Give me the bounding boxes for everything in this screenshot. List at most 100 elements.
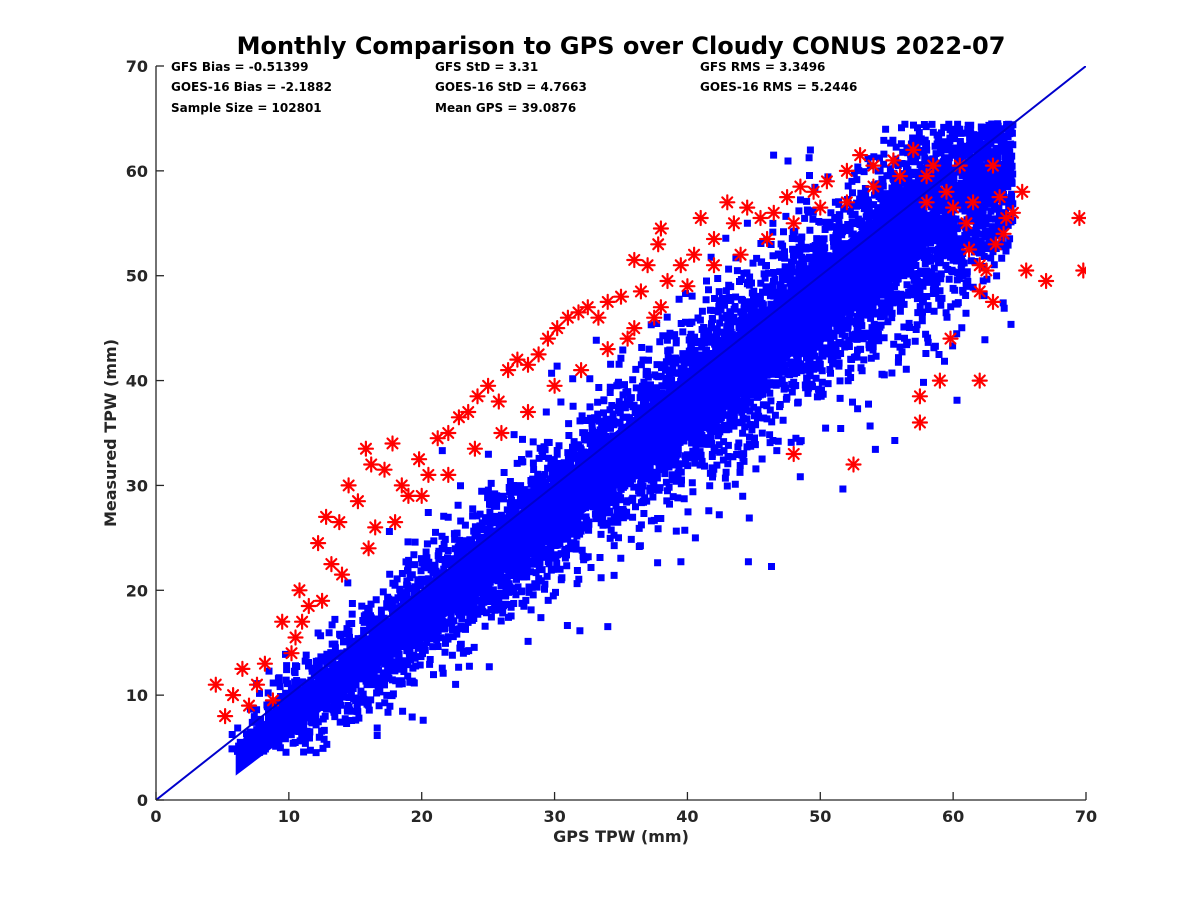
gfs-point: [652, 220, 670, 237]
gfs-point: [291, 582, 308, 599]
gfs-point: [905, 141, 922, 158]
goes16-scatter-core: [235, 174, 927, 776]
statistics-panel: GFS Bias = -0.51399 GFS StD = 3.31 GFS RMS…: [171, 60, 857, 115]
gfs-point: [310, 534, 327, 552]
gfs-point: [971, 372, 988, 389]
y-tick-label: 40: [126, 372, 148, 391]
gfs-point: [679, 278, 696, 295]
stat-text: GFS StD = 3.31: [435, 60, 538, 74]
gfs-point: [539, 330, 557, 347]
gfs-point: [865, 178, 882, 195]
y-tick-label: 30: [126, 476, 148, 495]
gfs-point: [420, 466, 437, 483]
gfs-point: [838, 194, 856, 211]
gfs-point: [891, 168, 909, 185]
gfs-point: [626, 251, 643, 269]
gfs-point: [938, 183, 955, 200]
gfs-point: [318, 508, 335, 526]
gfs-point: [340, 477, 357, 494]
gfs-point: [918, 194, 935, 211]
gfs-point: [413, 487, 430, 504]
gfs-point: [367, 519, 384, 536]
stat-text: Sample Size = 102801: [171, 101, 322, 115]
gfs-point: [599, 341, 616, 358]
gfs-point: [612, 288, 630, 305]
gfs-point: [639, 257, 656, 274]
chart-title: Monthly Comparison to GPS over Cloudy CO…: [237, 32, 1006, 60]
gfs-point: [274, 613, 291, 630]
gfs-point: [384, 435, 401, 452]
gfs-point: [248, 676, 266, 693]
gfs-point: [865, 157, 882, 174]
gfs-point: [400, 487, 417, 504]
gfs-point: [349, 493, 366, 510]
gfs-point: [650, 236, 667, 253]
gfs-point: [225, 686, 242, 704]
stat-text: Mean GPS = 39.0876: [435, 101, 576, 115]
stat-text: GFS Bias = -0.51399: [171, 60, 308, 74]
gfs-point: [845, 456, 862, 473]
x-tick-label: 40: [676, 807, 698, 826]
gfs-point: [705, 257, 723, 274]
gfs-point: [357, 440, 374, 457]
gfs-point: [331, 513, 348, 531]
gfs-point: [995, 225, 1012, 242]
gfs-point: [323, 555, 340, 573]
gfs-point: [440, 424, 457, 442]
gfs-point: [387, 513, 404, 531]
y-tick-label: 50: [126, 267, 148, 286]
gfs-point: [360, 540, 377, 557]
gfs-point: [765, 204, 782, 221]
gfs-point: [944, 199, 962, 216]
stat-text: GOES-16 RMS = 5.2446: [700, 80, 857, 94]
gfs-point: [300, 597, 317, 615]
gfs-point: [393, 477, 410, 494]
gfs-point: [590, 309, 607, 326]
gfs-point: [732, 246, 749, 263]
gfs-point: [991, 189, 1008, 206]
gfs-point: [519, 403, 537, 421]
gfs-point: [971, 257, 988, 274]
gfs-point: [469, 388, 486, 405]
stat-text: GOES-16 Bias = -2.1882: [171, 80, 332, 94]
y-tick-label: 0: [137, 791, 148, 810]
x-tick-label: 50: [809, 807, 831, 826]
gfs-point: [805, 183, 822, 200]
gfs-point: [1018, 262, 1035, 279]
gfs-point: [519, 356, 537, 373]
gfs-point: [490, 393, 507, 410]
gfs-point: [792, 178, 809, 195]
gfs-point: [217, 707, 234, 725]
goes16-points: [228, 120, 1017, 776]
gfs-point: [294, 613, 311, 630]
gfs-point: [918, 168, 935, 185]
gfs-point: [572, 362, 590, 379]
gfs-point: [240, 697, 258, 714]
y-axis-ticks: 0 10 20 30 40 50 60 70: [126, 57, 164, 810]
y-axis-label: Measured TPW (mm): [101, 339, 120, 527]
gfs-point: [812, 199, 829, 216]
stat-text: GFS RMS = 3.3496: [700, 60, 825, 74]
gfs-point: [652, 299, 670, 316]
x-tick-label: 10: [278, 807, 300, 826]
gfs-point: [466, 440, 483, 457]
gfs-point: [1037, 272, 1055, 290]
gfs-point: [984, 157, 1002, 174]
x-axis-ticks: 0 10 20 30 40 50 60 70: [150, 792, 1097, 826]
x-tick-label: 60: [942, 807, 964, 826]
gfs-point: [752, 209, 769, 227]
gfs-point: [778, 189, 796, 206]
gfs-point: [1014, 183, 1031, 200]
gfs-point: [411, 451, 428, 468]
gfs-point: [376, 461, 393, 478]
gfs-point: [480, 377, 497, 394]
gfs-point: [450, 409, 467, 426]
gfs-point: [659, 272, 676, 290]
gfs-point: [493, 424, 510, 442]
gfs-point: [818, 173, 836, 190]
gfs-point: [685, 246, 703, 263]
gfs-point: [851, 147, 869, 164]
stat-text: GOES-16 StD = 4.7663: [435, 80, 587, 94]
gfs-point: [885, 152, 902, 169]
gfs-point: [958, 215, 975, 232]
